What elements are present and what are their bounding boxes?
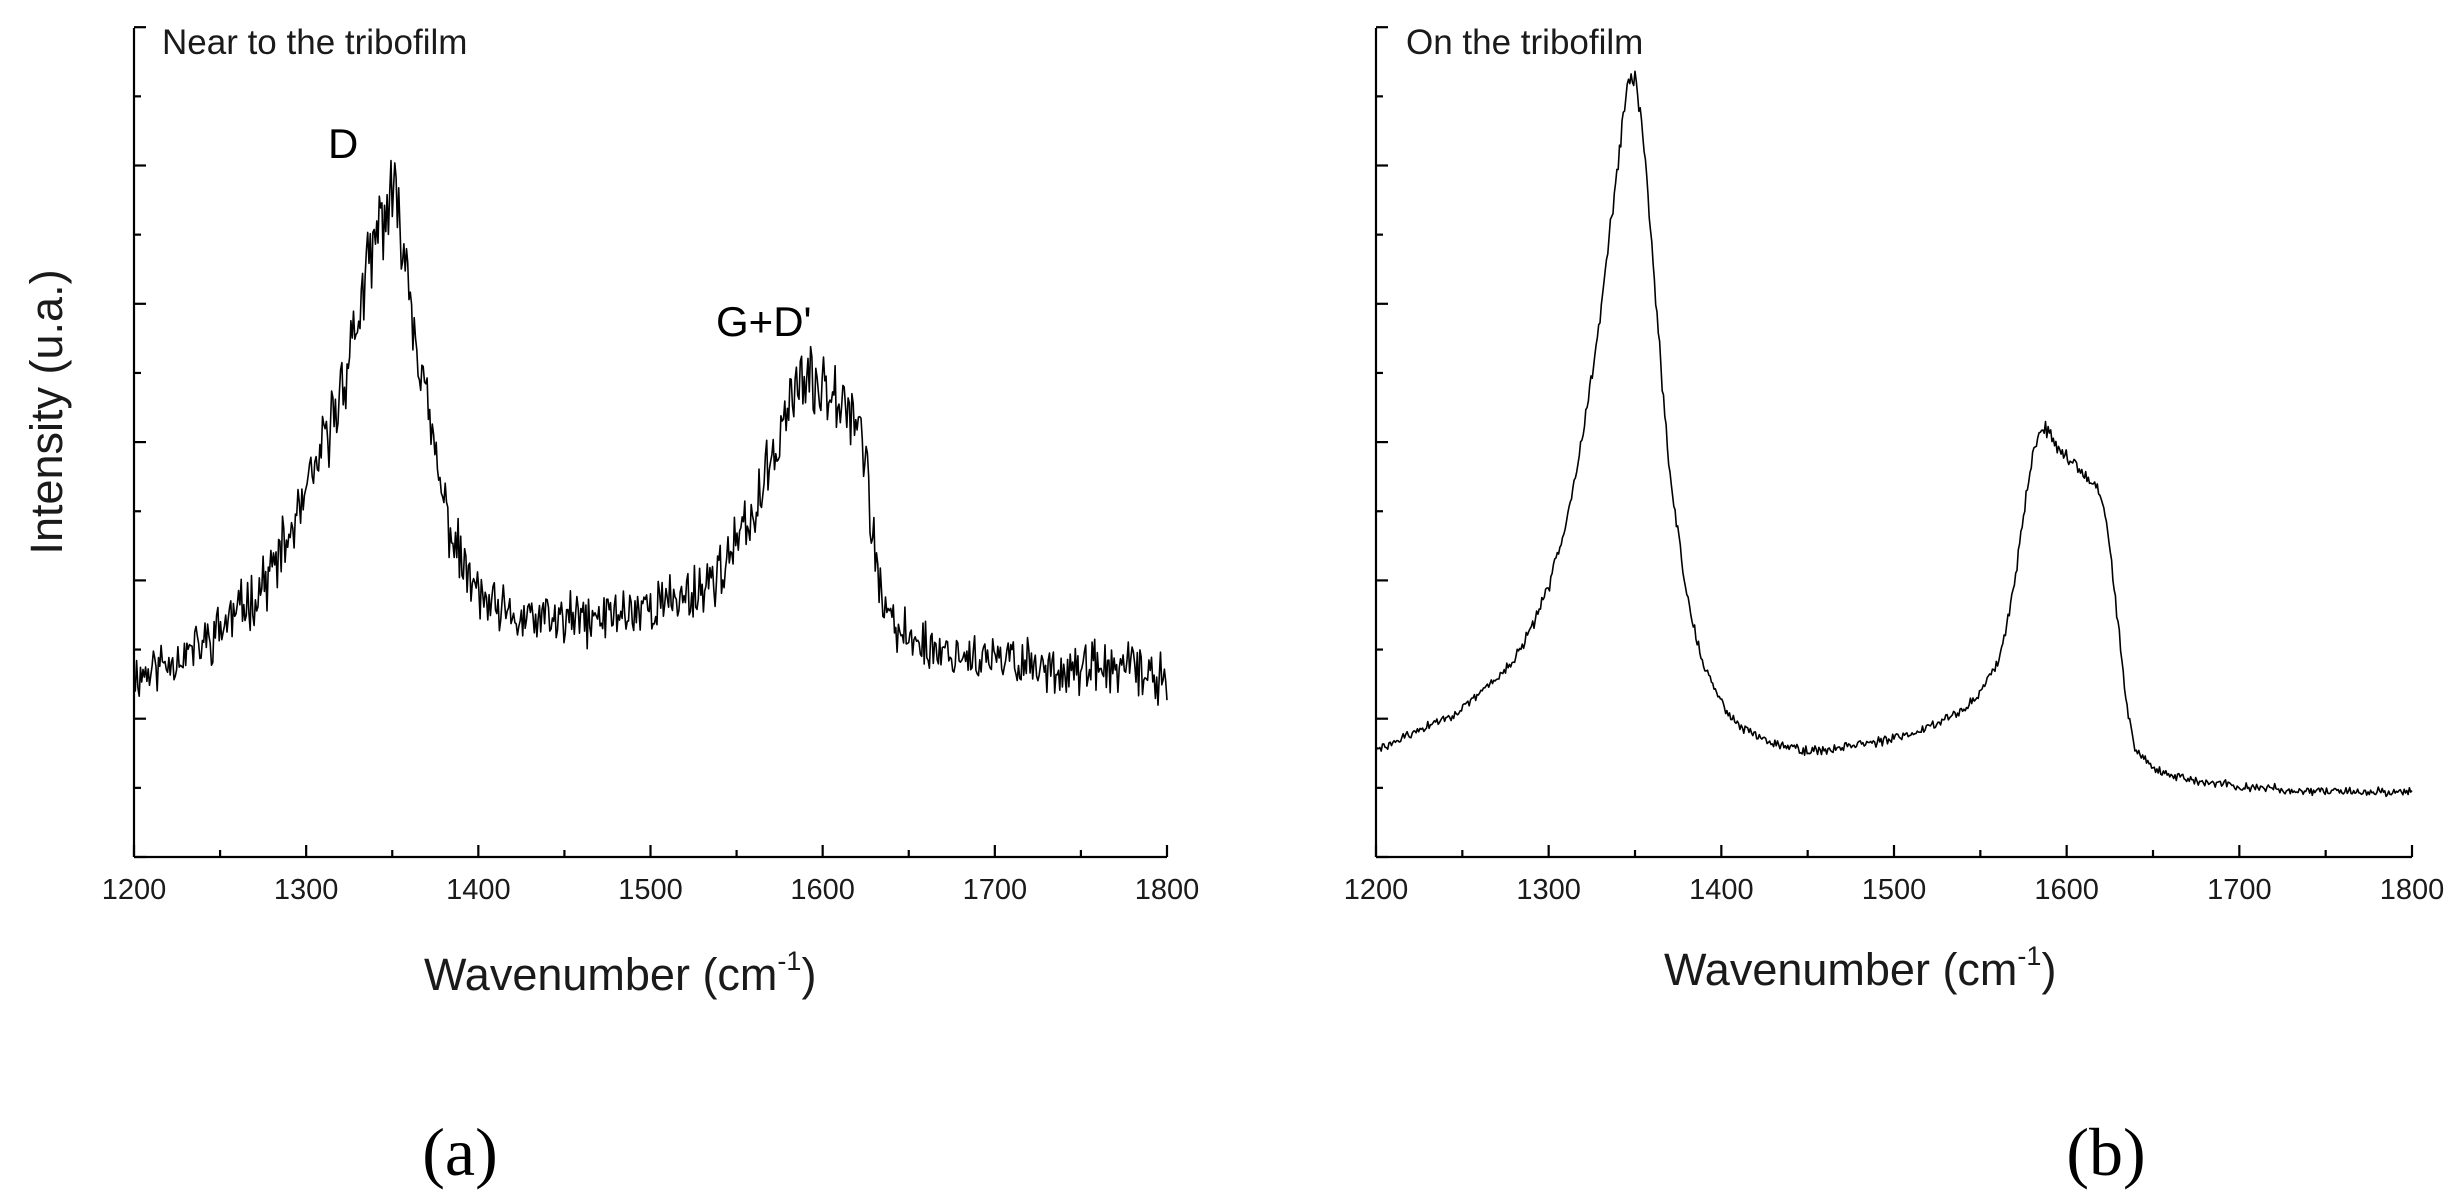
panel-a-spectrum-line [133,159,1168,706]
panel-b-title: On the tribofilm [1406,23,1643,62]
x-tick-label: 1600 [790,874,855,906]
peak-label-d: D [328,120,358,167]
panel-a-title: Near to the tribofilm [162,23,467,62]
x-tick-label: 1400 [446,874,511,906]
panel-b-x-ticks: 1200 1300 1400 1500 1600 1700 1800 [1344,845,2445,906]
x-tick-label: 1800 [1135,874,1200,906]
panel-b-x-axis-title: Wavenumber (cm-1) [1664,941,2056,995]
x-tick-label: 1300 [1516,874,1581,906]
x-tick-label: 1400 [1689,874,1754,906]
x-tick-label: 1300 [274,874,339,906]
panel-b-y-ticks [1376,26,1388,859]
panel-a-y-ticks [134,26,146,859]
panel-b: 1200 1300 1400 1500 1600 1700 1800 On the trib… [1344,23,2445,995]
x-tick-label: 1700 [2207,874,2272,906]
x-tick-label: 1500 [1862,874,1927,906]
panel-b-spectrum-line [1375,70,2413,798]
panel-a-y-axis-title: Intensity (u.a.) [21,269,72,554]
x-tick-label: 1700 [963,874,1028,906]
x-tick-label: 1800 [2380,874,2445,906]
x-tick-label: 1200 [1344,874,1409,906]
panel-a: 1200 1300 1400 1500 1600 1700 1800 Near to the… [21,23,1199,1000]
panel-a-x-axis-title: Wavenumber (cm-1) [424,946,816,1000]
x-tick-label: 1600 [2034,874,2099,906]
caption-b: (b) [2066,1114,2145,1190]
caption-a: (a) [422,1114,497,1190]
x-tick-label: 1500 [618,874,683,906]
x-tick-label: 1200 [102,874,167,906]
panel-a-x-ticks: 1200 1300 1400 1500 1600 1700 1800 [102,845,1200,906]
peak-label-g-dprime: G+D' [716,298,812,345]
